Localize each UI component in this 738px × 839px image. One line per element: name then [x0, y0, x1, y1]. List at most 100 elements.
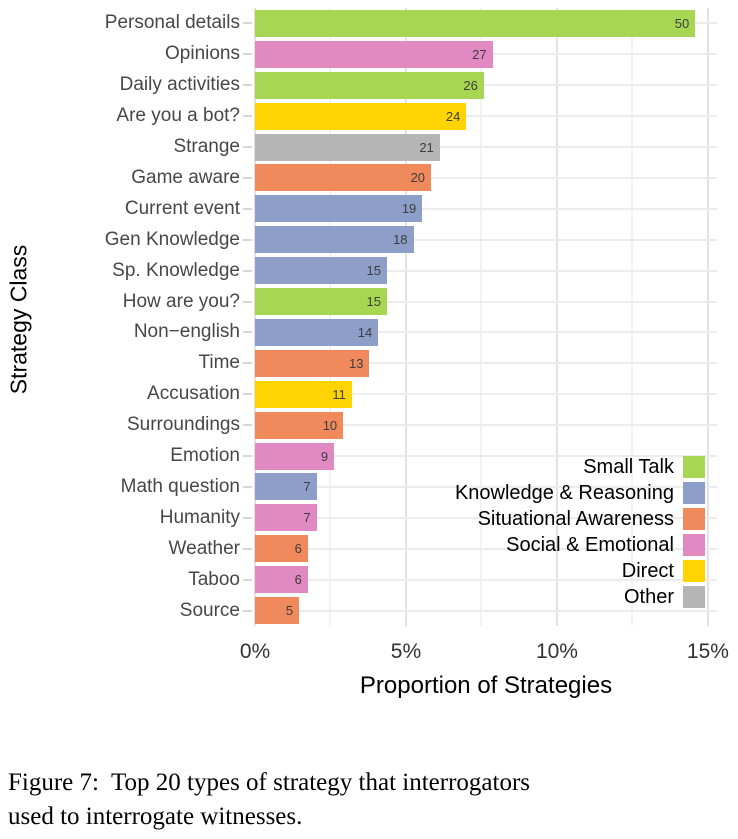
- minor-gridline: [329, 8, 332, 626]
- category-label: Are you a bot?: [116, 105, 240, 127]
- bar-value-label: 6: [294, 572, 302, 588]
- bar-value-label: 5: [285, 603, 294, 619]
- legend-item: Situational Awareness: [455, 506, 705, 532]
- bar-value-label: 9: [320, 448, 329, 464]
- bar: 9: [255, 442, 335, 470]
- bar-value-label: 7: [303, 479, 311, 495]
- y-axis-tick: [243, 176, 252, 179]
- legend-label: Small Talk: [583, 455, 674, 478]
- bar: 27: [255, 40, 493, 68]
- row-gridline: [255, 455, 717, 458]
- major-gridline: [555, 8, 558, 626]
- bar: 20: [255, 164, 432, 192]
- x-axis-title: Proportion of Strategies: [359, 672, 613, 699]
- x-tick-label: 5%: [390, 640, 422, 663]
- y-axis-tick: [243, 547, 252, 550]
- legend-item: Knowledge & Reasoning: [455, 480, 705, 506]
- x-tick-label: 10%: [535, 640, 578, 663]
- bar-value-label: 26: [463, 77, 478, 93]
- row-gridline: [255, 609, 717, 612]
- bar-value-label: 15: [366, 263, 381, 279]
- major-gridline: [404, 8, 407, 626]
- bar-value-label: 15: [366, 294, 381, 310]
- caption-line-2: used to interrogate witnesses.: [8, 803, 303, 830]
- category-label: Strange: [173, 136, 240, 158]
- caption-line-1: Figure 7: Top 20 types of strategy that …: [8, 769, 530, 796]
- bar-value-label: 24: [445, 108, 461, 124]
- minor-gridline: [480, 8, 483, 626]
- category-label: Personal details: [104, 12, 240, 34]
- row-gridline: [255, 176, 717, 179]
- y-axis-tick: [243, 362, 252, 365]
- y-axis-tick: [243, 393, 252, 396]
- row-gridline: [255, 269, 717, 272]
- y-axis-tick: [243, 578, 252, 581]
- legend-item: Small Talk: [455, 454, 705, 480]
- bar: 13: [255, 349, 370, 377]
- category-label: Math question: [120, 475, 240, 497]
- y-axis-tick: [243, 269, 252, 272]
- category-label: Daily activities: [119, 74, 240, 96]
- y-axis-tick: [243, 53, 252, 56]
- category-label: Emotion: [170, 445, 240, 467]
- bar-value-label: 19: [401, 201, 417, 217]
- y-axis-tick: [243, 146, 252, 149]
- y-axis-tick: [243, 455, 252, 458]
- legend-item: Social & Emotional: [455, 532, 705, 558]
- legend-label: Situational Awareness: [477, 507, 674, 530]
- y-axis-tick: [243, 485, 252, 488]
- row-gridline: [255, 362, 717, 365]
- legend-swatch: [683, 560, 705, 582]
- bar: 11: [255, 380, 352, 408]
- y-axis-tick: [243, 609, 252, 612]
- bar-value-label: 50: [674, 15, 690, 31]
- bar: 21: [255, 133, 440, 161]
- legend-label: Knowledge & Reasoning: [454, 481, 674, 504]
- y-axis-title: Strategy Class: [5, 244, 32, 395]
- x-tick-label: 0%: [239, 640, 271, 663]
- row-gridline: [255, 207, 717, 210]
- category-label: Opinions: [165, 43, 240, 65]
- legend-swatch: [683, 586, 705, 608]
- major-gridline: [254, 8, 256, 626]
- row-gridline: [255, 146, 717, 149]
- category-label: Surroundings: [126, 414, 240, 436]
- row-gridline: [255, 300, 717, 303]
- plot-area: 50 27 26 24 21 20 19 18 15 15 14 13 11 10 9 7 7 6 6 5: [254, 8, 717, 626]
- bar: 6: [255, 535, 308, 563]
- bar: 19: [255, 195, 423, 223]
- legend-swatch: [683, 508, 705, 530]
- bar-value-label: 20: [410, 170, 426, 186]
- bar: 24: [255, 102, 467, 130]
- y-axis-tick: [243, 22, 252, 25]
- legend-swatch: [683, 482, 705, 504]
- figure-caption: Figure 7: Top 20 types of strategy that …: [8, 766, 732, 834]
- category-label: Accusation: [147, 383, 240, 405]
- bar: 15: [255, 257, 387, 285]
- bar-value-label: 13: [348, 355, 364, 371]
- minor-gridline: [631, 8, 634, 626]
- y-axis-tick: [243, 207, 252, 210]
- bar-value-label: 10: [322, 417, 338, 433]
- legend-label: Direct: [621, 559, 674, 582]
- category-label: Weather: [168, 537, 240, 559]
- major-gridline: [706, 8, 709, 626]
- bar-value-label: 6: [294, 541, 302, 557]
- category-label: Humanity: [159, 506, 240, 528]
- bar: 5: [255, 597, 300, 625]
- row-gridline: [255, 238, 717, 241]
- bar-value-label: 14: [357, 324, 373, 340]
- row-gridline: [255, 393, 717, 396]
- y-axis-tick: [243, 424, 252, 427]
- y-axis-tick: [243, 238, 252, 241]
- category-label: Current event: [124, 197, 240, 219]
- y-axis-tick: [243, 300, 252, 303]
- category-label: How are you?: [122, 290, 240, 312]
- row-gridline: [255, 516, 717, 519]
- legend-label: Other: [623, 585, 674, 608]
- bar: 7: [255, 473, 317, 501]
- bar-value-label: 27: [472, 46, 487, 62]
- bar: 6: [255, 566, 308, 594]
- bar: 14: [255, 318, 379, 346]
